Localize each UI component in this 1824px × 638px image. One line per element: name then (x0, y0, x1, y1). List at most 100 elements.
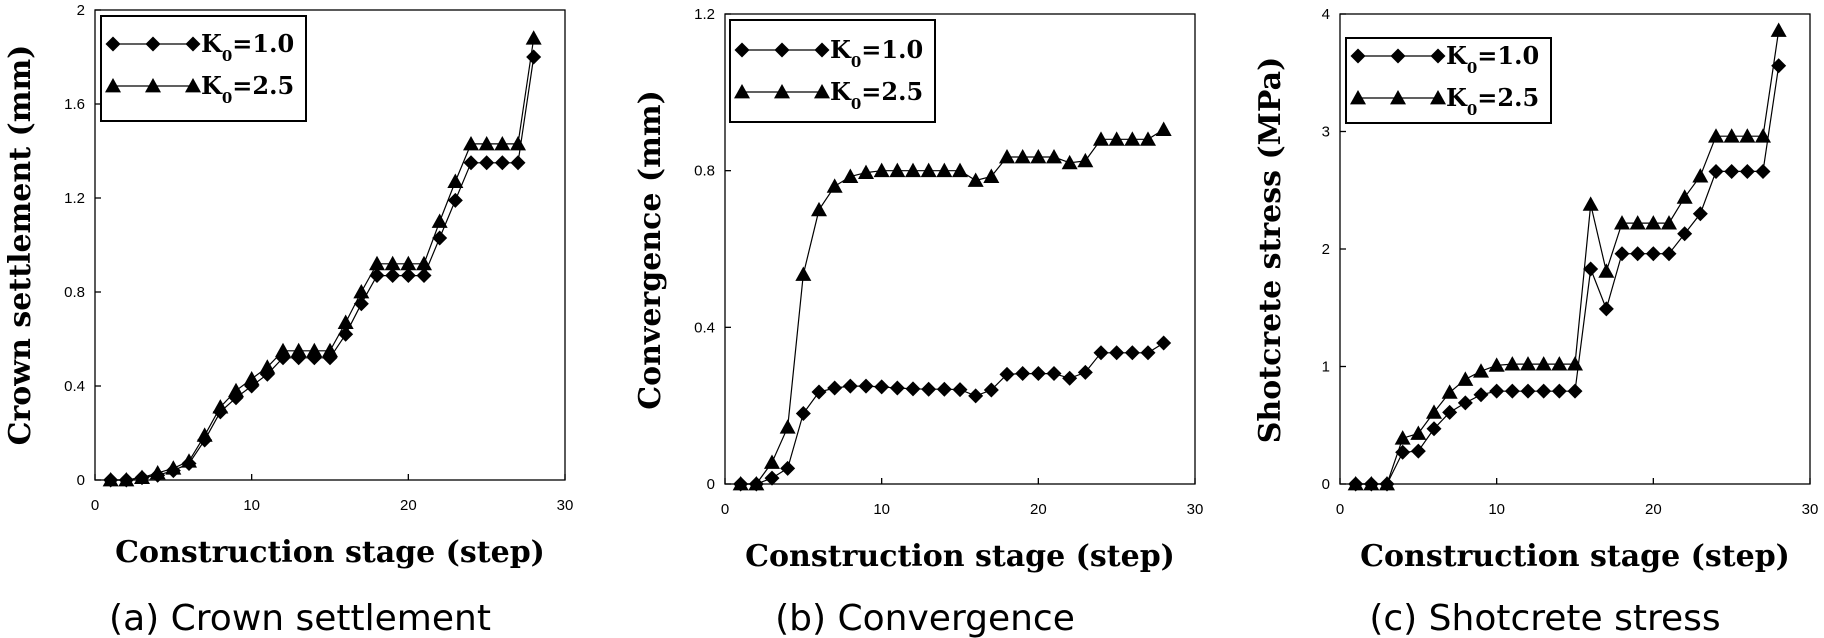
legend-label: K0=2.5 (830, 77, 923, 113)
data-point-triangle (1046, 148, 1062, 164)
legend-marker-triangle (185, 78, 201, 93)
data-point-triangle (1551, 356, 1568, 371)
data-point-triangle (999, 148, 1015, 164)
legend-marker-triangle (105, 78, 121, 93)
legend-marker-diamond (814, 42, 830, 58)
data-point-triangle (1108, 131, 1125, 146)
legend: K0=1.0 K0=2.5 (729, 19, 936, 123)
legend-marker-diamond (774, 42, 790, 58)
data-point-triangle (826, 178, 843, 193)
data-point-triangle (1488, 357, 1505, 372)
data-point-diamond (1473, 387, 1489, 403)
data-point-triangle (1535, 356, 1552, 371)
axis-ticks: 00.40.81.21.620 10 20 30 (64, 2, 573, 514)
panel-caption: (a) Crown settlement (109, 598, 491, 638)
y-tick-label: 0.8 (64, 284, 85, 301)
data-point-diamond (463, 155, 479, 171)
y-tick-label: 1.2 (64, 190, 85, 207)
data-point-triangle (1504, 356, 1521, 371)
data-point-diamond (1504, 383, 1520, 399)
data-point-diamond (1692, 206, 1708, 222)
x-tick-label: 30 (1187, 501, 1204, 518)
panel-convergence: 0 0.4 0.8 1.2 0 10 20 30 K0=1.0 K0=2.5 Convergen… (633, 6, 1203, 638)
data-point-triangle (369, 255, 385, 271)
legend-marker-triangle (814, 84, 830, 99)
data-point-triangle (1441, 384, 1458, 399)
legend-marker-diamond (1430, 48, 1446, 64)
y-tick-label: 0 (707, 476, 715, 493)
panel-shotcrete-stress: 0 1 2 3 4 0 10 20 30 K0=1.0 K0=2.5 Shotcrete stre… (1253, 6, 1818, 638)
data-point-triangle (1426, 404, 1442, 419)
data-point-triangle (478, 135, 495, 151)
data-point-triangle (967, 172, 984, 187)
y-tick-label: 2 (77, 2, 85, 19)
data-point-triangle (400, 255, 417, 271)
data-point-diamond (921, 381, 937, 397)
data-point-diamond (526, 49, 542, 65)
data-point-triangle (795, 266, 812, 281)
series-line-diamond (110, 56, 535, 481)
panel-caption: (b) Convergence (775, 598, 1075, 638)
x-tick-label: 10 (243, 497, 260, 514)
data-point-diamond (1030, 366, 1046, 382)
data-point-diamond (1771, 58, 1787, 74)
data-point-diamond (1457, 395, 1473, 411)
data-point-triangle (149, 464, 166, 480)
data-point-diamond (780, 460, 796, 476)
y-tick-label: 0.4 (694, 319, 715, 336)
data-point-diamond (479, 155, 495, 171)
data-point-diamond (1551, 383, 1567, 399)
y-tick-label: 2 (1322, 241, 1330, 258)
y-tick-label: 0 (1322, 476, 1330, 493)
data-point-triangle (1347, 476, 1364, 491)
data-point-triangle (1692, 168, 1709, 183)
x-tick-label: 10 (1488, 501, 1505, 518)
data-point-diamond (1708, 163, 1724, 179)
data-point-triangle (290, 342, 307, 358)
data-point-diamond (1046, 366, 1062, 382)
legend-label: K0=2.5 (1446, 83, 1539, 119)
legend: K0=1.0 K0=2.5 (1345, 37, 1552, 124)
data-point-triangle (525, 30, 542, 45)
data-point-diamond (968, 388, 984, 404)
data-point-diamond (338, 326, 354, 342)
data-point-diamond (1426, 421, 1442, 437)
data-point-triangle (811, 201, 827, 217)
data-point-triangle (889, 162, 906, 178)
series-marks (732, 121, 1172, 492)
data-point-triangle (1582, 196, 1599, 211)
data-point-triangle (1770, 22, 1787, 37)
data-point-triangle (228, 382, 244, 398)
data-point-triangle (1394, 430, 1411, 445)
data-point-diamond (1062, 370, 1078, 386)
legend-marker-triangle (1390, 90, 1406, 105)
data-point-triangle (384, 255, 401, 271)
data-point-triangle (936, 162, 953, 178)
data-point-triangle (1473, 363, 1489, 378)
data-point-diamond (1630, 246, 1646, 262)
data-point-triangle (1410, 425, 1427, 440)
data-point-diamond (1140, 345, 1156, 361)
axis-ticks: 0 0.4 0.8 1.2 0 10 20 30 (694, 6, 1203, 518)
data-point-diamond (1520, 383, 1536, 399)
x-axis-title: Construction stage (step) (1360, 539, 1790, 574)
plot-frame (724, 13, 1196, 485)
y-tick-label: 0.4 (64, 378, 85, 395)
data-point-diamond (1677, 226, 1693, 242)
data-point-triangle (1363, 476, 1380, 491)
data-point-diamond (952, 382, 968, 398)
data-point-triangle (510, 135, 526, 151)
x-tick-label: 20 (400, 497, 417, 514)
data-point-triangle (1155, 121, 1172, 136)
data-point-triangle (1661, 215, 1677, 230)
data-point-diamond (1567, 383, 1583, 399)
data-point-diamond (1442, 404, 1458, 420)
data-point-triangle (1629, 215, 1646, 230)
data-point-diamond (1661, 246, 1677, 262)
y-tick-label: 4 (1322, 6, 1330, 23)
data-point-diamond (1410, 443, 1426, 459)
data-point-triangle (764, 454, 780, 469)
data-point-diamond (385, 268, 401, 284)
legend-marker-triangle (1350, 90, 1366, 105)
data-point-triangle (1379, 476, 1395, 491)
